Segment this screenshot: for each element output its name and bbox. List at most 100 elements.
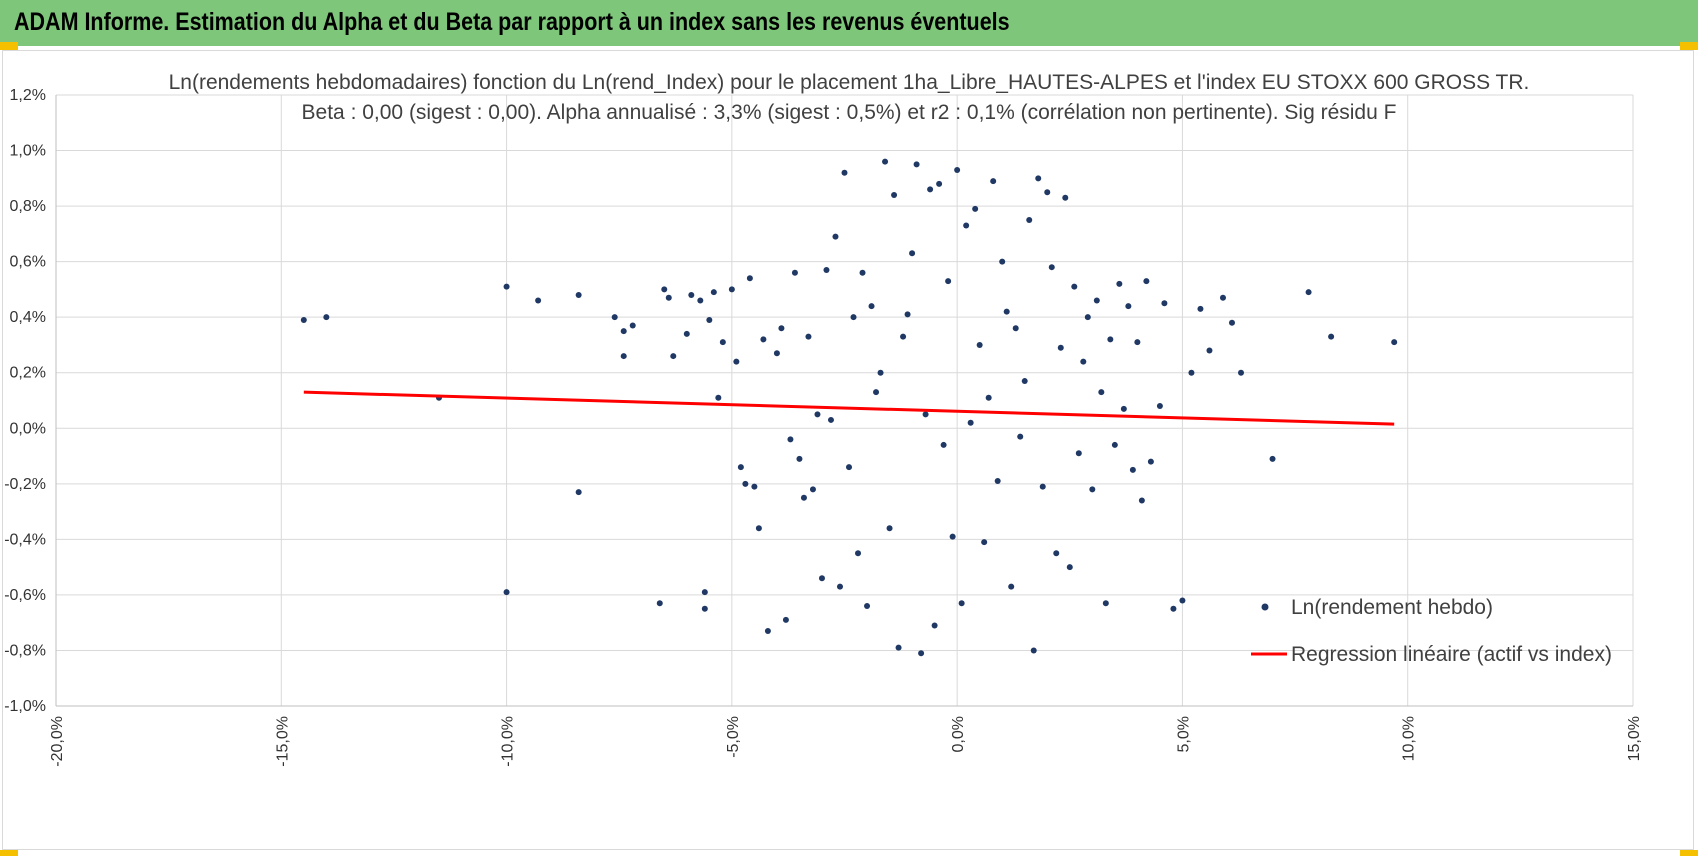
legend: Ln(rendement hebdo) Regression linéaire … [1251, 596, 1612, 666]
scatter-point [836, 583, 843, 590]
scatter-point [809, 486, 816, 493]
scatter-point [904, 311, 911, 318]
scatter-point [1197, 305, 1204, 312]
scatter-point [864, 603, 871, 610]
scatter-point [814, 411, 821, 418]
x-tick-label: 0,0% [950, 716, 967, 752]
scatter-point [958, 600, 965, 607]
scatter-point [1134, 339, 1141, 346]
scatter-point [760, 336, 767, 343]
x-tick-label: -15,0% [274, 716, 291, 767]
scatter-point [1228, 319, 1235, 326]
scatter-point [850, 314, 857, 321]
scatter-point [868, 303, 875, 310]
scatter-point [976, 341, 983, 348]
scatter-point [706, 316, 713, 323]
scatter-point [823, 266, 830, 273]
scatter-point [859, 269, 866, 276]
scatter-point [940, 441, 947, 448]
scatter-point [1269, 455, 1276, 462]
scatter-point [846, 464, 853, 471]
scatter-point [1089, 486, 1096, 493]
chart-title: Ln(rendements hebdomadaires) fonction du… [169, 71, 1530, 94]
scatter-point [994, 478, 1001, 485]
scatter-point [661, 286, 668, 293]
data-points [300, 158, 1398, 657]
scatter-point [782, 616, 789, 623]
corner-marker-top-right [1680, 42, 1698, 50]
scatter-point [1125, 303, 1132, 310]
scatter-point [688, 291, 695, 298]
corner-marker-bottom-left [0, 850, 18, 856]
header-bar: ADAM Informe. Estimation du Alpha et du … [0, 0, 1698, 46]
scatter-point [697, 297, 704, 304]
scatter-point [764, 628, 771, 635]
scatter-point [503, 283, 510, 290]
scatter-point [999, 258, 1006, 265]
scatter-point [1179, 597, 1186, 604]
scatter-point [629, 322, 636, 329]
scatter-point [1156, 403, 1163, 410]
scatter-point [1026, 216, 1033, 223]
scatter-point [1080, 358, 1087, 365]
y-tick-label: -0,6% [4, 587, 46, 604]
scatter-point [683, 330, 690, 337]
scatter-point [300, 316, 307, 323]
x-tick-label: -5,0% [725, 716, 742, 758]
scatter-point [945, 278, 952, 285]
scatter-point [1017, 433, 1024, 440]
scatter-point [751, 483, 758, 490]
scatter-point [1003, 308, 1010, 315]
scatter-point [922, 411, 929, 418]
scatter-point [963, 222, 970, 229]
scatter-point [791, 269, 798, 276]
scatter-point [1120, 405, 1127, 412]
regression-line-layer [303, 390, 1395, 426]
chart-area: -1,0% -0,8% -0,6% -0,4% -0,2% 0,0% 0,2% 0,4% 0,6… [2, 50, 1694, 850]
scatter-point [1143, 278, 1150, 285]
scatter-point [918, 650, 925, 657]
scatter-point [855, 550, 862, 557]
chart-subtitle: Beta : 0,00 (sigest : 0,00). Alpha annua… [302, 101, 1397, 124]
scatter-point [1057, 344, 1064, 351]
scatter-point [1102, 600, 1109, 607]
y-tick-label: 1,0% [10, 143, 46, 160]
scatter-point [719, 339, 726, 346]
legend-label-line: Regression linéaire (actif vs index) [1291, 643, 1612, 666]
scatter-point [1084, 314, 1091, 321]
scatter-point [796, 455, 803, 462]
scatter-point [954, 166, 961, 173]
scatter-point [710, 289, 717, 296]
scatter-point [620, 328, 627, 335]
scatter-point [1066, 564, 1073, 571]
scatter-chart: -1,0% -0,8% -0,6% -0,4% -0,2% 0,0% 0,2% 0,4% 0,6… [4, 71, 1643, 767]
y-tick-label: -0,2% [4, 476, 46, 493]
scatter-point [665, 294, 672, 301]
scatter-point [882, 158, 889, 165]
x-tick-label: -20,0% [49, 716, 66, 767]
scatter-point [832, 233, 839, 240]
scatter-point [800, 494, 807, 501]
scatter-point [909, 250, 916, 257]
scatter-point [733, 358, 740, 365]
scatter-point [931, 622, 938, 629]
scatter-point [737, 464, 744, 471]
scatter-point [818, 575, 825, 582]
scatter-point [841, 169, 848, 176]
scatter-point [805, 333, 812, 340]
scatter-point [611, 314, 618, 321]
scatter-point [1161, 300, 1168, 307]
scatter-point [1238, 369, 1245, 376]
report-title: ADAM Informe. Estimation du Alpha et du … [14, 8, 1010, 36]
scatter-point [972, 205, 979, 212]
scatter-point [1075, 450, 1082, 457]
scatter-point [895, 644, 902, 651]
scatter-point [715, 394, 722, 401]
scatter-point [927, 186, 934, 193]
y-tick-label: -0,8% [4, 642, 46, 659]
scatter-point [981, 539, 988, 546]
scatter-point [1111, 441, 1118, 448]
y-tick-label: 0,8% [10, 198, 46, 215]
axes: -1,0% -0,8% -0,6% -0,4% -0,2% 0,0% 0,2% 0,4% 0,6… [4, 87, 1643, 767]
scatter-point [1071, 283, 1078, 290]
